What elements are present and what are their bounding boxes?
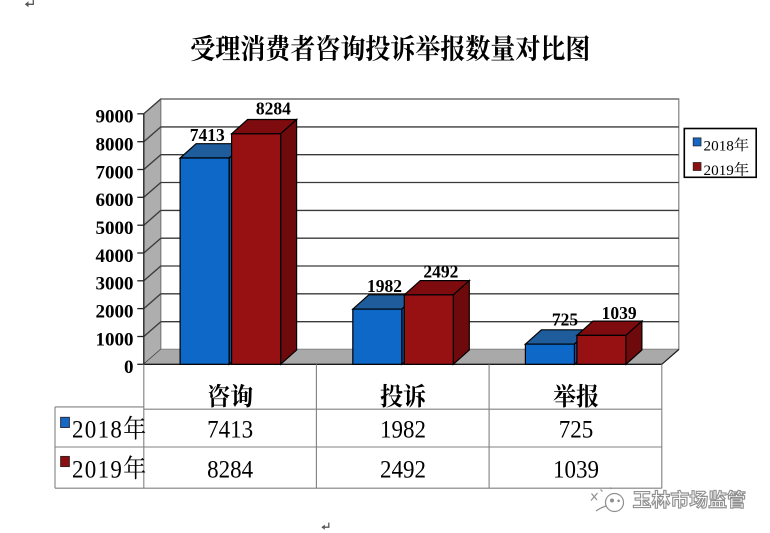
svg-text:1039: 1039 xyxy=(602,303,637,323)
svg-text:2018: 2018 xyxy=(704,137,735,154)
svg-text:1000: 1000 xyxy=(96,329,134,350)
svg-text:2492: 2492 xyxy=(423,261,458,281)
svg-text:2000: 2000 xyxy=(96,301,134,322)
svg-text:9000: 9000 xyxy=(96,107,134,128)
svg-text:3000: 3000 xyxy=(96,274,134,295)
svg-text:0: 0 xyxy=(124,357,134,378)
svg-text:1982: 1982 xyxy=(380,415,426,443)
svg-text:5000: 5000 xyxy=(96,218,134,239)
svg-text:8284: 8284 xyxy=(207,455,253,483)
svg-text:1982: 1982 xyxy=(367,276,402,296)
svg-text:6000: 6000 xyxy=(96,190,134,211)
svg-text:2492: 2492 xyxy=(380,455,426,483)
svg-text:7413: 7413 xyxy=(190,125,225,145)
svg-text:725: 725 xyxy=(552,310,579,330)
svg-text:725: 725 xyxy=(559,415,593,443)
svg-text:4000: 4000 xyxy=(96,246,134,267)
svg-text:8000: 8000 xyxy=(96,135,134,156)
svg-text:7000: 7000 xyxy=(96,162,134,183)
svg-text:7413: 7413 xyxy=(207,415,253,443)
svg-text:2019: 2019 xyxy=(72,455,123,483)
svg-text:2018: 2018 xyxy=(72,415,123,443)
svg-text:1039: 1039 xyxy=(553,455,599,483)
svg-text:8284: 8284 xyxy=(256,98,291,118)
svg-text:2019: 2019 xyxy=(704,162,734,179)
